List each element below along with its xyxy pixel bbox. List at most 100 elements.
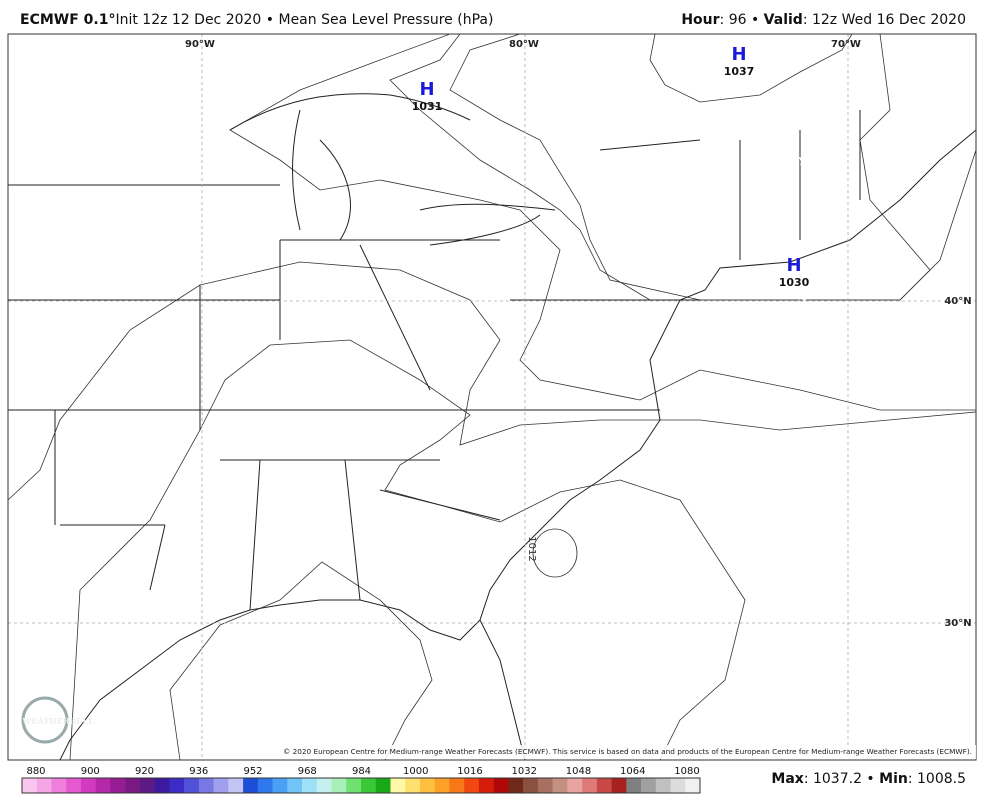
colorbar-swatch — [110, 778, 126, 793]
header-key: Hour — [681, 12, 719, 28]
colorbar-tick-label: 880 — [26, 766, 45, 777]
colorbar-swatch — [66, 778, 82, 793]
colorbar-tick-label: 1064 — [620, 766, 645, 777]
colorbar-tick-label: 1000 — [403, 766, 428, 777]
colorbar-swatch — [95, 778, 111, 793]
high-value: 1031 — [412, 100, 443, 113]
header-value: : 96 • — [720, 12, 764, 28]
map-frame — [7, 33, 977, 761]
colorbar-swatch — [243, 778, 259, 793]
colorbar-swatch — [331, 778, 347, 793]
header-value: : 1037.2 • — [804, 771, 879, 787]
coastline — [59, 129, 977, 761]
graticule-label: 70°W — [831, 39, 861, 50]
graticule-label: 40°N — [944, 296, 971, 307]
contour-label: 1028 — [782, 289, 809, 303]
colorbar-swatch — [670, 778, 686, 793]
colorbar-swatch — [493, 778, 509, 793]
high-symbol: H — [731, 44, 746, 65]
colorbar-swatch — [405, 778, 421, 793]
colorbar-swatch — [139, 778, 155, 793]
colorbar-tick-label: 1016 — [457, 766, 482, 777]
graticule — [8, 34, 976, 760]
colorbar-swatch — [169, 778, 185, 793]
outlines — [8, 93, 977, 761]
colorbar-swatch — [154, 778, 170, 793]
header-text: ECMWF 0.1°Init 12z 12 Dec 2020 • Mean Se… — [20, 12, 493, 28]
header-key: Min — [879, 771, 908, 787]
colorbar-frame — [21, 777, 701, 794]
colorbar-swatch — [316, 778, 332, 793]
colorbar-swatch — [375, 778, 391, 793]
colorbar-swatch — [655, 778, 671, 793]
colorbar-swatch — [361, 778, 377, 793]
colorbar-swatch — [51, 778, 67, 793]
header-value: : 1008.5 — [908, 771, 966, 787]
colorbar-swatch — [596, 778, 612, 793]
colorbar-tick-label: 936 — [189, 766, 208, 777]
colorbar-tick-label: 1048 — [566, 766, 591, 777]
band-1036 — [649, 33, 853, 103]
colorbar-swatch — [390, 778, 406, 793]
header-text: Hour: 96 • Valid: 12z Wed 16 Dec 2020 — [681, 12, 966, 28]
credit-bg — [230, 745, 976, 759]
band-1016 — [7, 261, 977, 761]
colorbar-tick-label: 900 — [81, 766, 100, 777]
colorbar-swatch — [685, 778, 701, 793]
band-1020 — [7, 33, 977, 761]
contour-label: 1020 — [179, 272, 206, 288]
footer-text: Max: 1037.2 • Min: 1008.5 — [771, 771, 966, 787]
colorbar-swatch — [257, 778, 273, 793]
colorbar-swatch — [523, 778, 539, 793]
colorbar-swatch — [537, 778, 553, 793]
colorbar-tick-label: 984 — [352, 766, 371, 777]
colorbar-swatch — [125, 778, 141, 793]
state-lines — [8, 110, 861, 611]
high-value: 1037 — [724, 65, 755, 78]
colorbar-swatch — [478, 778, 494, 793]
band-1028 — [389, 33, 977, 301]
colorbar: 880 900 920 936 952 968 984 1000 1016 1032 1048 106… — [21, 766, 701, 794]
band-1008 — [169, 561, 433, 761]
credit-text: © 2020 European Centre for Medium-range … — [283, 747, 972, 756]
colorbar-swatch — [22, 778, 38, 793]
colorbar-swatch — [184, 778, 200, 793]
colorbar-swatch — [80, 778, 96, 793]
colorbar-tick-label: 920 — [135, 766, 154, 777]
header-key: Max — [771, 771, 803, 787]
header-key: ECMWF 0.1° — [20, 12, 115, 28]
map-fill — [7, 33, 977, 761]
colorbar-tick-label: 952 — [243, 766, 262, 777]
logo-mark — [21, 696, 69, 744]
contour-label: 1036 — [766, 56, 794, 76]
colorbar-swatch — [272, 778, 288, 793]
colorbar-swatch — [287, 778, 303, 793]
colorbar-swatch — [464, 778, 480, 793]
header-value: Init 12z 12 Dec 2020 • Mean Sea Level Pr… — [115, 12, 493, 28]
colorbar-swatch — [626, 778, 642, 793]
colorbar-tick-label: 968 — [298, 766, 317, 777]
graticule-label: 30°N — [944, 618, 971, 629]
band-1024 — [229, 33, 977, 411]
contour-label: 1024 — [449, 213, 475, 226]
colorbar-swatch — [582, 778, 598, 793]
graticule-label: 80°W — [509, 39, 539, 50]
contour-label: 1020 — [43, 119, 70, 143]
logo-text: WEATHERBELL — [21, 716, 94, 726]
colorbar-swatch — [213, 778, 229, 793]
colorbar-swatch — [508, 778, 524, 793]
colorbar-swatch — [36, 778, 52, 793]
colorbar-swatch — [346, 778, 362, 793]
header-value: : 12z Wed 16 Dec 2020 — [803, 12, 966, 28]
high-value: 1030 — [779, 276, 810, 289]
colorbar-tick-label: 1080 — [674, 766, 699, 777]
colorbar-swatch — [641, 778, 657, 793]
header-key: Valid — [764, 12, 803, 28]
colorbar-swatch — [449, 778, 465, 793]
band-1008 — [532, 528, 578, 578]
colorbar-swatch — [198, 778, 214, 793]
great-lakes — [229, 93, 556, 246]
graticule-label: 90°W — [185, 39, 215, 50]
colorbar-swatch — [302, 778, 318, 793]
